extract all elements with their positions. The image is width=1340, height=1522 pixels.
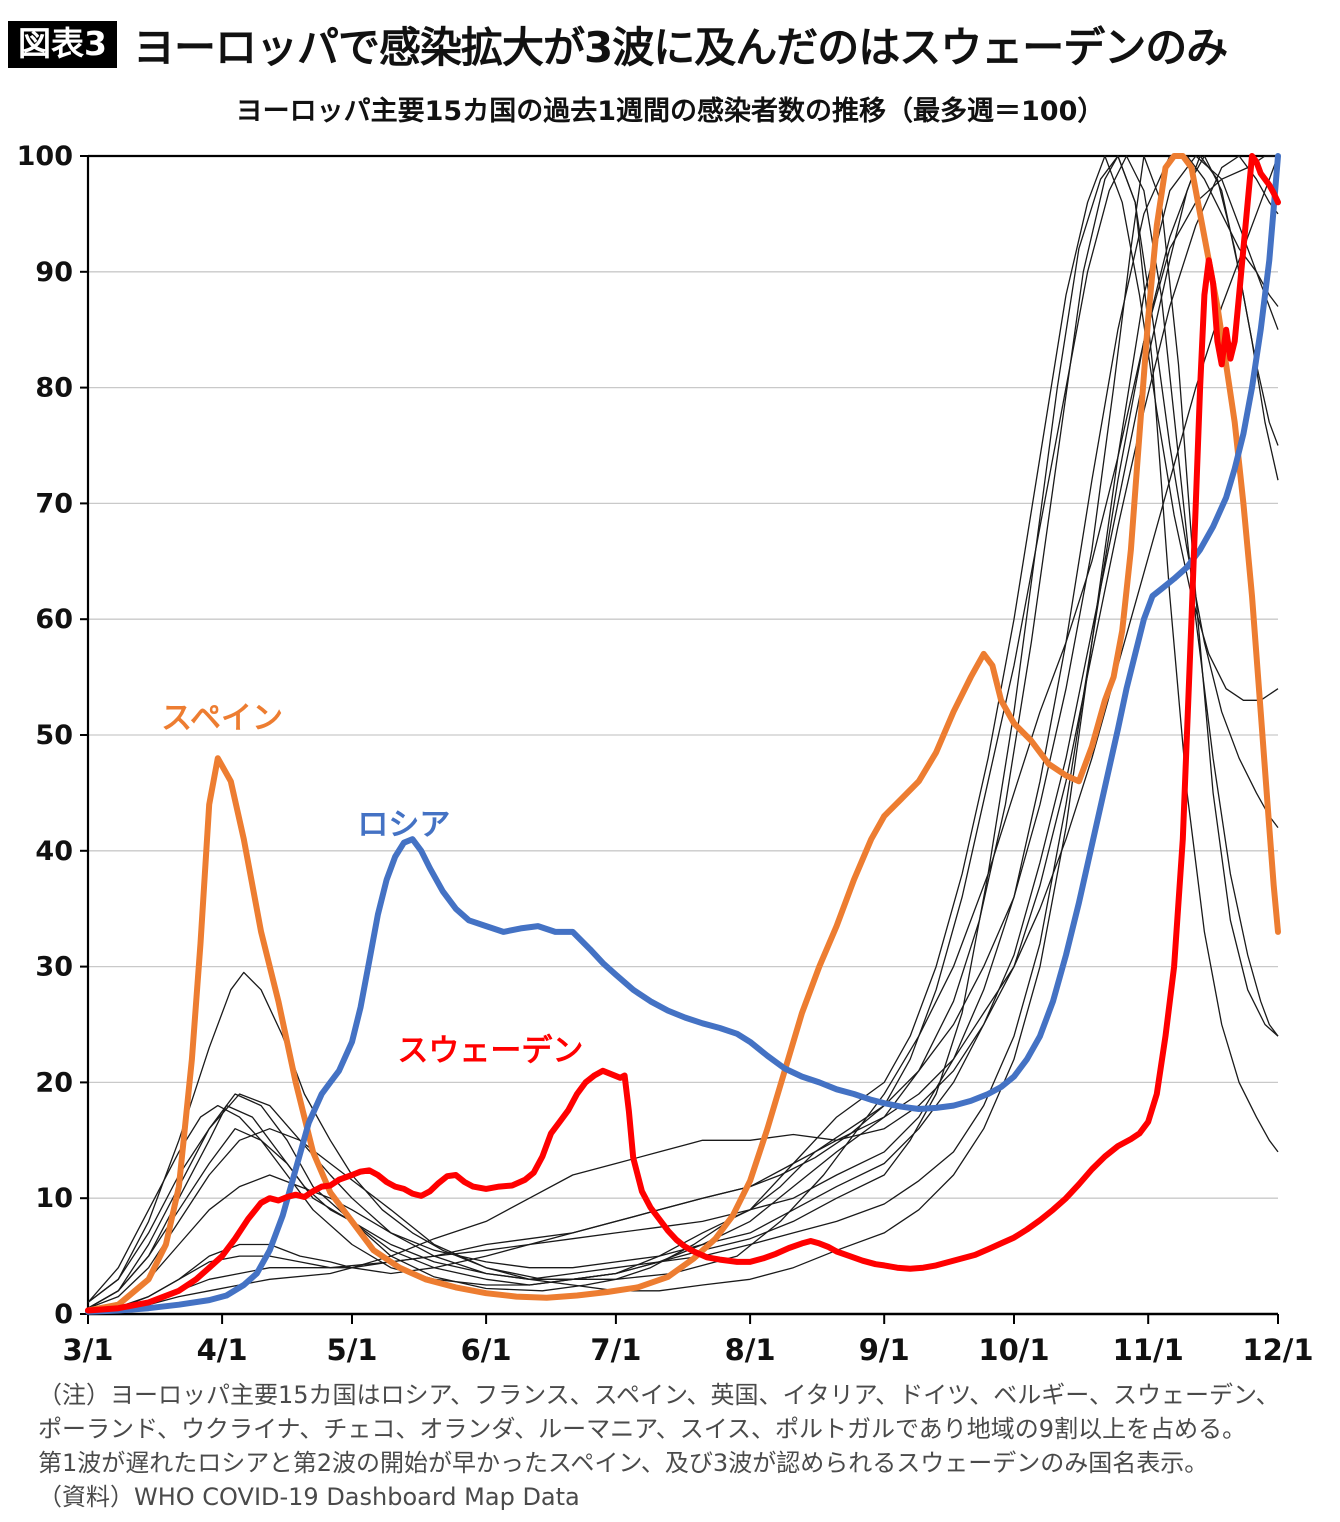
y-tick-label: 0 [54, 1299, 73, 1330]
chart-subtitle: ヨーロッパ主要15カ国の過去1週間の感染者数の推移（最多週＝100） [235, 96, 1105, 127]
figure-number-tag: 図表3 [8, 20, 117, 69]
series-line-other-6 [87, 155, 1279, 1313]
series-line-other-11 [87, 155, 1279, 1303]
x-tick-label: 10/1 [978, 1333, 1049, 1367]
series-line-other-7 [87, 155, 1279, 1314]
chart-svg: 0 10 20 30 40 50 60 70 80 90 100 3/1 4/1 5/1 6/1 7/1 8/1… [17, 141, 1314, 1367]
series-label-russia: ロシア [357, 807, 450, 843]
y-tick-label: 90 [35, 257, 73, 288]
note-line: ポーランド、ウクライナ、チェコ、オランダ、ルーマニア、スイス、ポルトガルであり地… [38, 1415, 1247, 1444]
other-series-group [87, 155, 1279, 1314]
note-line: （資料）WHO COVID-19 Dashboard Map Data [38, 1483, 580, 1512]
note-line: （注）ヨーロッパ主要15カ国はロシア、フランス、スペイン、英国、イタリア、ドイツ… [38, 1381, 1280, 1409]
series-label-spain: スペイン [161, 701, 283, 737]
note-line: 第1波が遅れたロシアと第2波の開始が早かったスペイン、及び3波が認められるスウェ… [38, 1449, 1209, 1478]
x-tick-label: 11/1 [1113, 1333, 1184, 1367]
series-line-sweden [85, 153, 1281, 1314]
series-line-other-10 [87, 155, 1279, 1313]
y-tick-label: 40 [35, 836, 73, 867]
x-tick-label: 8/1 [725, 1333, 776, 1367]
series-label-sweden: スウェーデン [397, 1033, 583, 1069]
y-tick-label: 80 [35, 373, 73, 404]
x-tick-label: 3/1 [63, 1333, 114, 1367]
series-line-other-1 [87, 155, 1279, 1303]
series-line-other-12 [87, 155, 1279, 1312]
y-tick-label: 30 [35, 952, 73, 983]
x-tick-label: 9/1 [859, 1333, 910, 1367]
x-tick-label: 4/1 [197, 1333, 248, 1367]
series-line-russia [85, 153, 1281, 1315]
y-tick-label: 60 [35, 604, 73, 635]
y-tick-label: 70 [35, 488, 73, 519]
x-tick-label: 5/1 [327, 1333, 378, 1367]
y-tick-label: 10 [35, 1183, 73, 1214]
figure-notes: （注）ヨーロッパ主要15カ国はロシア、フランス、スペイン、英国、イタリア、ドイツ… [0, 1374, 1340, 1522]
series-line-spain [85, 153, 1281, 1314]
x-tick-label: 6/1 [461, 1333, 512, 1367]
figure-title: ヨーロッパで感染拡大が3波に及んだのはスウェーデンのみ [132, 23, 1228, 72]
series-line-other-4 [87, 155, 1278, 1309]
x-tick-label: 7/1 [590, 1333, 641, 1367]
figure-header: 図表3 ヨーロッパで感染拡大が3波に及んだのはスウェーデンのみ [0, 0, 1340, 75]
series-line-other-8 [87, 155, 1279, 1313]
y-tick-label: 20 [35, 1067, 73, 1098]
y-tick-label: 50 [35, 720, 73, 751]
highlighted-series-group [85, 153, 1281, 1315]
chart-area: 0 10 20 30 40 50 60 70 80 90 100 3/1 4/1 5/1 6/1 7/1 8/1… [0, 130, 1340, 1374]
series-line-other-9 [87, 155, 1279, 1309]
series-line-other-5 [87, 155, 1279, 1309]
y-tick-label: 100 [17, 141, 73, 172]
x-tick-label: 12/1 [1242, 1333, 1313, 1367]
